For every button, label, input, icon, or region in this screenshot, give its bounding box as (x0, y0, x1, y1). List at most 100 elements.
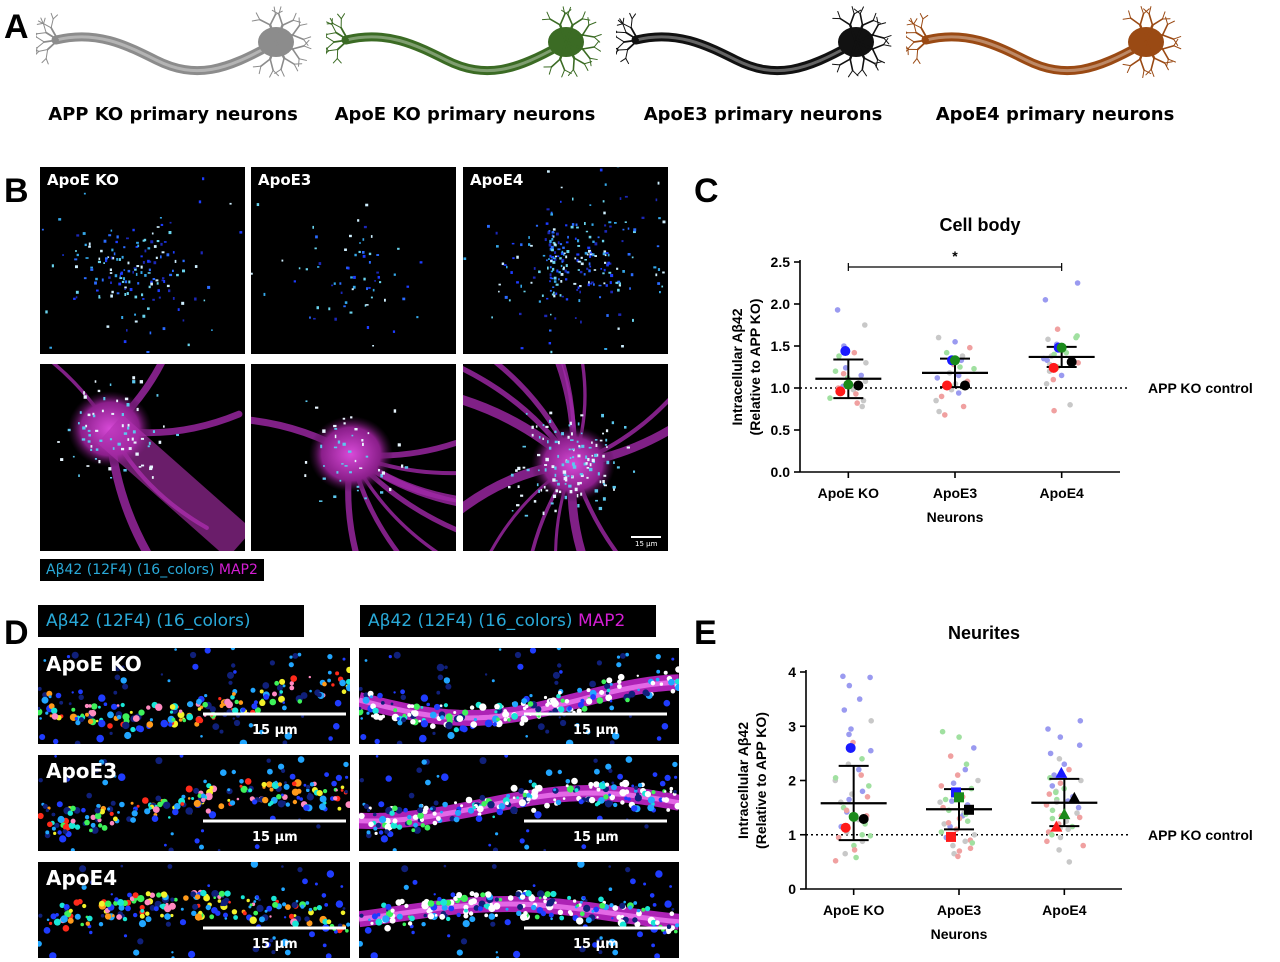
abeta-puncta (560, 186, 563, 189)
abeta-puncta (94, 807, 101, 814)
abeta-puncta (333, 446, 338, 449)
abeta-puncta (550, 313, 552, 316)
abeta-puncta (596, 938, 601, 943)
abeta-puncta (149, 331, 152, 335)
abeta-puncta (664, 900, 672, 908)
abeta-puncta (549, 276, 552, 279)
neuron-dendrite (612, 27, 618, 33)
abeta-puncta (460, 894, 468, 902)
neuron-dendrite (848, 40, 858, 61)
cell-point (1067, 402, 1073, 408)
abeta-puncta (522, 706, 527, 711)
y-axis-label: Intracellular Aβ42 (735, 722, 751, 839)
neuron-dendrite (45, 31, 59, 41)
abeta-puncta (404, 466, 409, 469)
abeta-puncta (429, 711, 437, 719)
abeta-puncta (138, 709, 145, 716)
abeta-puncta (172, 297, 175, 300)
abeta-puncta (633, 228, 637, 232)
neuron-dendrite (916, 39, 929, 51)
abeta-puncta (407, 814, 412, 820)
abeta-puncta (561, 258, 565, 262)
abeta-puncta (528, 894, 536, 902)
abeta-puncta (443, 677, 451, 684)
abeta-puncta (159, 217, 162, 219)
abeta-puncta (379, 281, 382, 284)
abeta-puncta (544, 891, 551, 898)
neuron-dendrite (550, 58, 561, 68)
cell-point (935, 334, 942, 341)
cell-point (856, 696, 863, 702)
abeta-puncta (599, 168, 603, 172)
cell-point (1045, 726, 1051, 732)
abeta-puncta (349, 234, 352, 238)
abeta-puncta (547, 170, 550, 173)
abeta-puncta (572, 899, 577, 903)
neuron-dendrite (325, 47, 328, 55)
neuron-dendrite (38, 48, 49, 52)
abeta-puncta (142, 298, 145, 300)
abeta-puncta (227, 671, 234, 679)
abeta-puncta (569, 421, 572, 426)
abeta-puncta (630, 273, 634, 277)
abeta-puncta (339, 282, 342, 285)
neuron-dendrite (297, 58, 300, 67)
abeta-puncta (160, 242, 163, 246)
abeta-puncta (608, 768, 613, 773)
abeta-puncta (631, 256, 634, 259)
abeta-puncta (98, 823, 103, 828)
abeta-puncta (304, 461, 308, 464)
abeta-puncta (420, 706, 424, 709)
abeta-puncta (445, 713, 453, 721)
neuron-dendrite (564, 69, 572, 74)
neuron-axon (631, 32, 856, 76)
abeta-puncta (290, 675, 297, 682)
abeta-puncta (204, 648, 211, 654)
abeta-puncta (656, 669, 661, 674)
abeta-puncta (158, 296, 161, 299)
abeta-puncta (337, 806, 342, 811)
neuron-dendrite (618, 48, 629, 51)
y-tick-label: 3 (788, 718, 796, 734)
abeta-puncta (363, 277, 366, 281)
abeta-puncta (110, 477, 113, 479)
abeta-puncta (119, 801, 125, 808)
abeta-puncta (103, 262, 106, 264)
abeta-puncta (393, 409, 397, 413)
neuron-dendrite (1153, 57, 1166, 64)
cell-point (1049, 832, 1055, 838)
abeta-puncta (111, 914, 115, 918)
abeta-puncta (617, 327, 620, 330)
abeta-puncta (549, 254, 552, 258)
abeta-puncta (156, 892, 162, 898)
abeta-puncta (359, 940, 363, 947)
abeta-puncta (143, 238, 147, 242)
abeta-puncta (62, 823, 71, 831)
neuron-dendrite (913, 18, 918, 25)
abeta-puncta (113, 663, 122, 672)
abeta-puncta (520, 243, 523, 247)
neuron-axon (51, 32, 276, 76)
abeta-puncta (455, 809, 462, 816)
abeta-puncta (479, 703, 487, 711)
y-tick-label: 4 (788, 664, 796, 680)
abeta-puncta (82, 232, 86, 235)
abeta-puncta (517, 466, 521, 471)
abeta-puncta (148, 285, 151, 289)
abeta-puncta (313, 317, 316, 320)
abeta-puncta (406, 285, 410, 288)
abeta-puncta (101, 278, 104, 282)
cell-point (858, 372, 864, 379)
abeta-puncta (588, 235, 592, 239)
abeta-puncta (467, 807, 475, 814)
abeta-puncta (319, 500, 323, 502)
neuron-dendrite (564, 40, 584, 51)
abeta-puncta (379, 815, 387, 824)
abeta-puncta (308, 792, 312, 796)
neuron-dendrite (1148, 13, 1154, 27)
abeta-puncta (229, 800, 236, 806)
abeta-puncta (605, 763, 612, 770)
abeta-puncta (516, 796, 520, 800)
abeta-puncta (174, 648, 177, 651)
abeta-puncta (335, 789, 338, 792)
